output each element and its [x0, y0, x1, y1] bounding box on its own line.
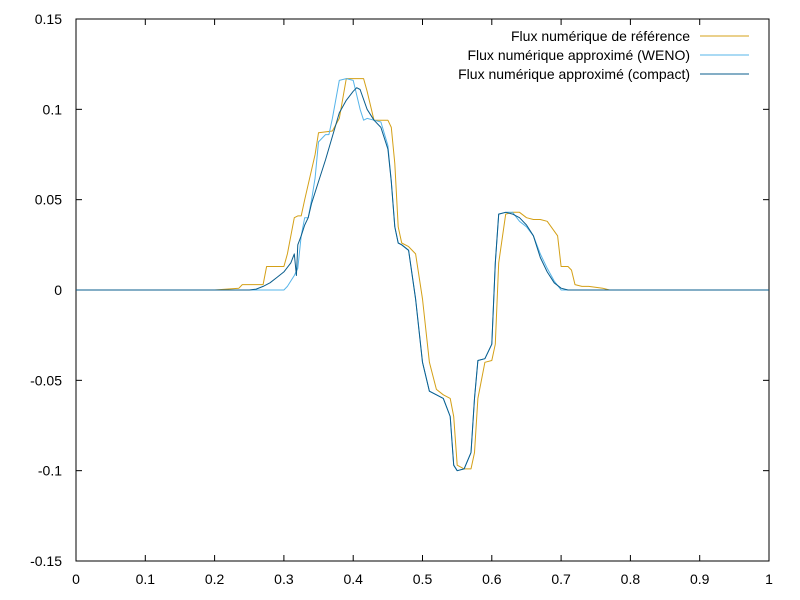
x-tick-label: 0	[72, 571, 80, 587]
series-line-0	[76, 78, 769, 470]
y-tick-label: 0	[54, 282, 62, 298]
y-tick-label: -0.1	[38, 463, 62, 479]
y-tick-label: 0.05	[35, 192, 62, 208]
axis-ticks: 0 0.1 0.2 0.3 0.4 0.5 0.6 0.7 0.8 0.9 1 0.15 0.1 0.05…	[30, 11, 773, 587]
y-tick-label: -0.15	[30, 553, 62, 569]
x-tick-label: 0.9	[690, 571, 710, 587]
y-tick-label: 0.1	[43, 101, 63, 117]
legend-label-1: Flux numérique approximé (WENO)	[467, 47, 690, 63]
x-tick-label: 0.3	[274, 571, 294, 587]
series-layer	[76, 78, 769, 472]
x-tick-label: 0.1	[136, 571, 156, 587]
y-tick-label: 0.15	[35, 11, 62, 27]
x-tick-label: 0.4	[343, 571, 363, 587]
series-line-2	[76, 87, 769, 472]
x-tick-label: 0.8	[621, 571, 641, 587]
series-line-1	[76, 78, 769, 472]
x-tick-label: 0.2	[205, 571, 225, 587]
x-tick-label: 0.6	[482, 571, 502, 587]
legend-label-0: Flux numérique de référence	[511, 28, 690, 44]
legend: Flux numérique de référence Flux numériqu…	[458, 28, 749, 82]
y-tick-label: -0.05	[30, 372, 62, 388]
x-tick-label: 0.7	[551, 571, 571, 587]
x-tick-label: 0.5	[413, 571, 433, 587]
x-tick-label: 1	[765, 571, 773, 587]
legend-label-2: Flux numérique approximé (compact)	[458, 66, 690, 82]
